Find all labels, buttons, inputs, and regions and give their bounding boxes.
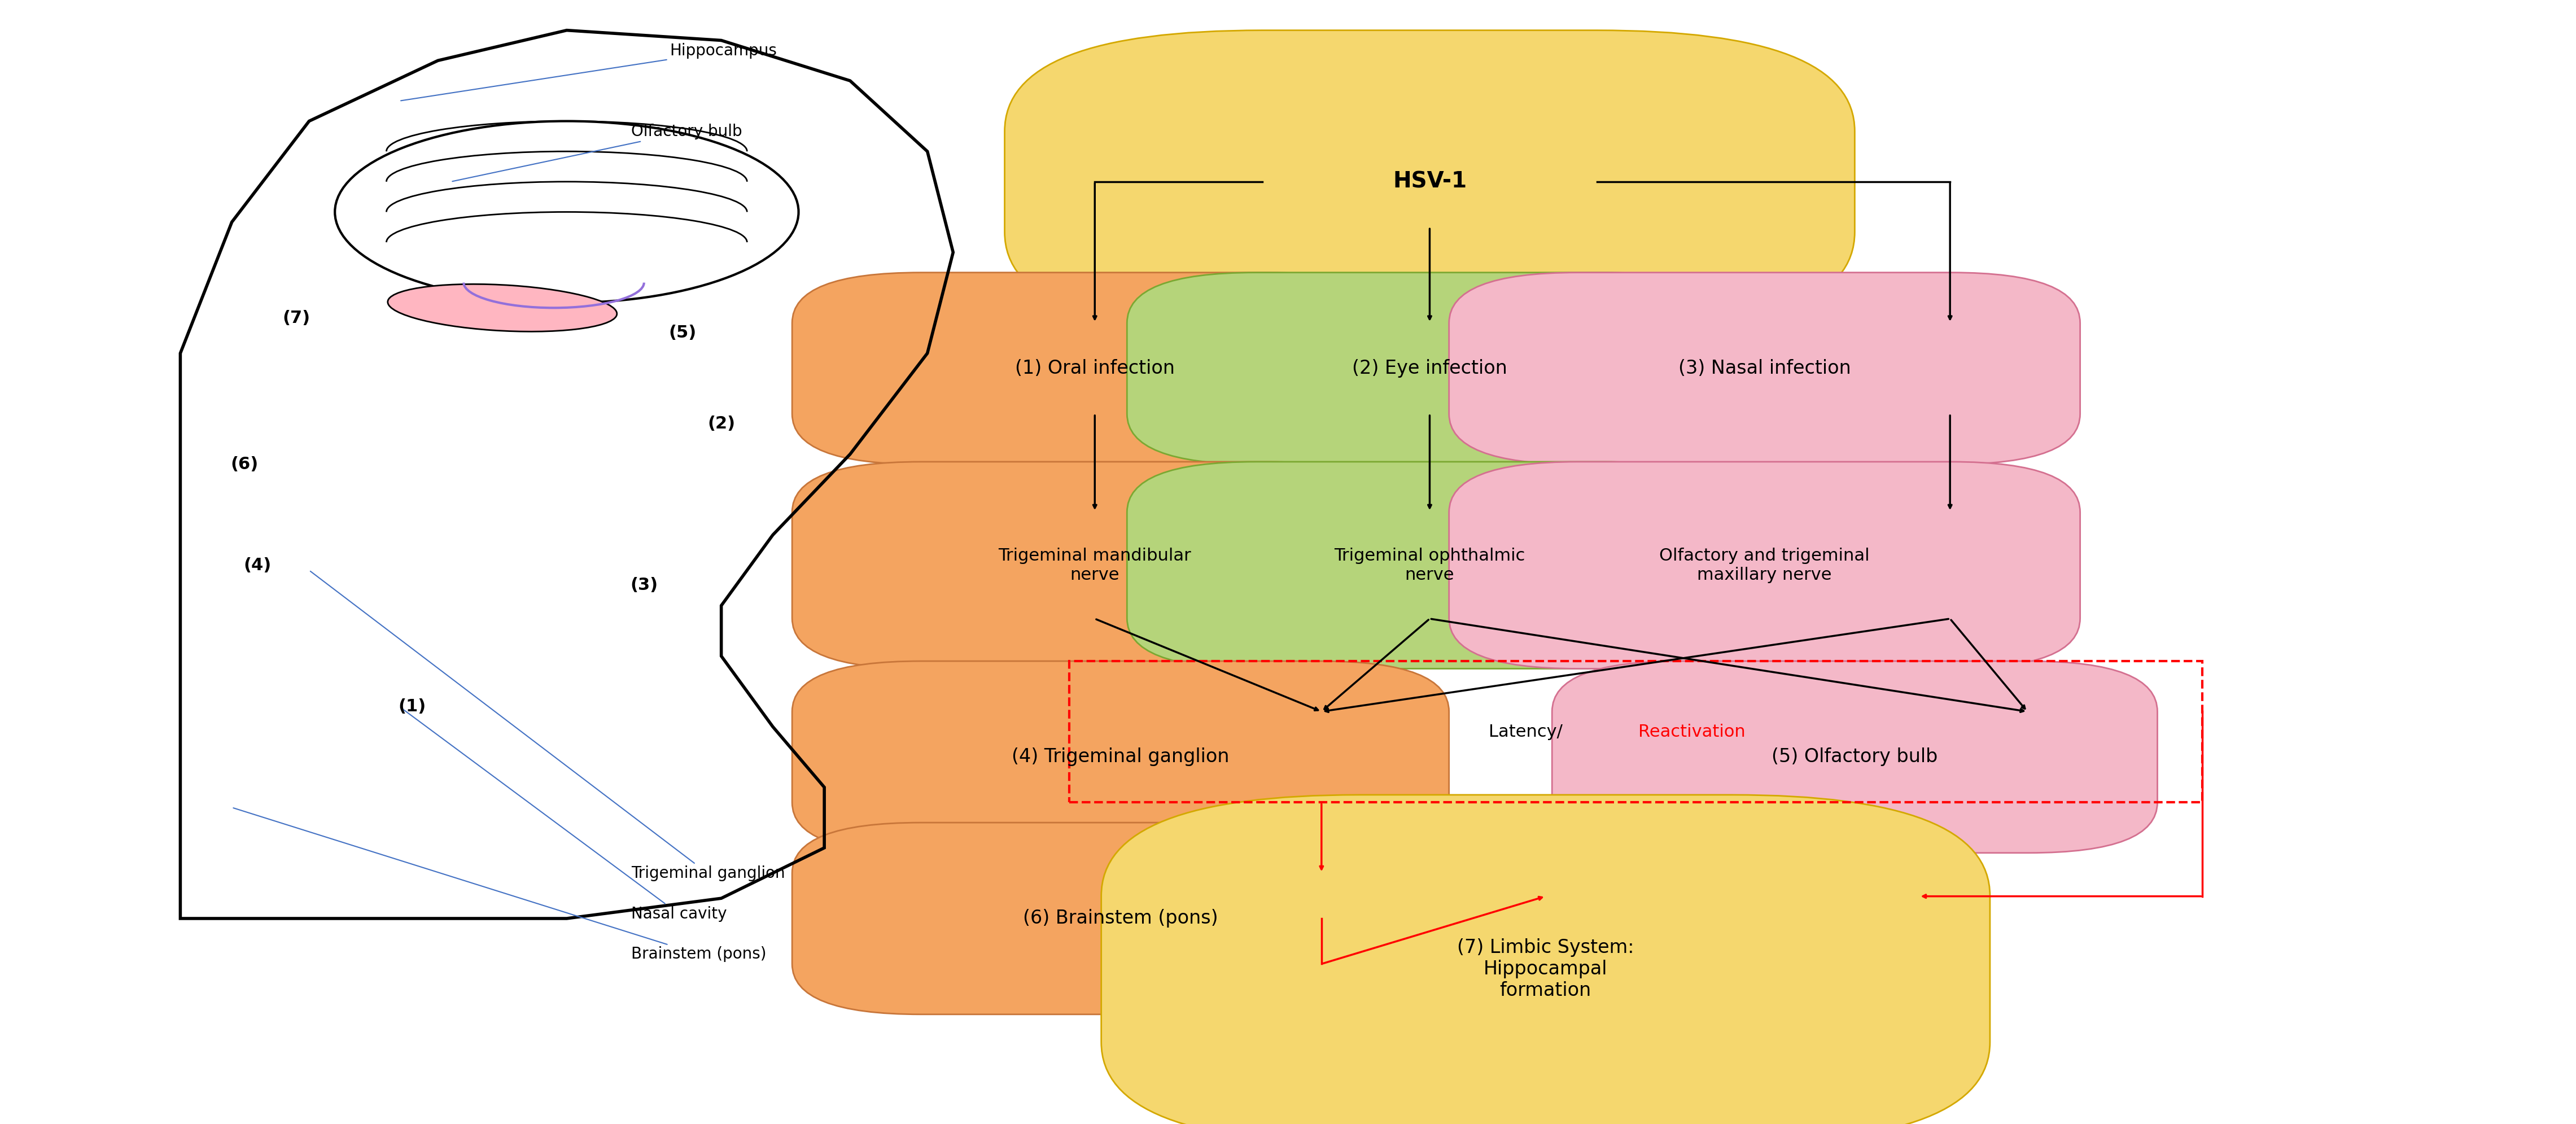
- Text: Hippocampus: Hippocampus: [402, 43, 778, 101]
- Text: Olfactory and trigeminal
maxillary nerve: Olfactory and trigeminal maxillary nerve: [1659, 547, 1870, 583]
- FancyBboxPatch shape: [1128, 272, 1734, 464]
- FancyBboxPatch shape: [793, 823, 1448, 1014]
- Text: Trigeminal ganglion: Trigeminal ganglion: [309, 571, 786, 881]
- Text: (7) Limbic System:
Hippocampal
formation: (7) Limbic System: Hippocampal formation: [1458, 939, 1633, 1000]
- Text: (5): (5): [670, 325, 696, 342]
- Text: Trigeminal ophthalmic
nerve: Trigeminal ophthalmic nerve: [1334, 547, 1525, 583]
- FancyBboxPatch shape: [793, 661, 1448, 853]
- Text: (2): (2): [708, 416, 734, 432]
- Text: Brainstem (pons): Brainstem (pons): [234, 808, 765, 962]
- Text: (6) Brainstem (pons): (6) Brainstem (pons): [1023, 909, 1218, 927]
- FancyBboxPatch shape: [1103, 795, 1991, 1124]
- FancyBboxPatch shape: [793, 272, 1396, 464]
- Text: (6): (6): [232, 456, 258, 472]
- Text: (1): (1): [399, 698, 425, 715]
- FancyBboxPatch shape: [1448, 272, 2081, 464]
- Text: (5) Olfactory bulb: (5) Olfactory bulb: [1772, 747, 1937, 767]
- FancyBboxPatch shape: [793, 462, 1396, 669]
- FancyBboxPatch shape: [1448, 462, 2081, 669]
- FancyBboxPatch shape: [1551, 661, 2159, 853]
- Text: Reactivation: Reactivation: [1638, 724, 1747, 740]
- Text: (1) Oral infection: (1) Oral infection: [1015, 359, 1175, 378]
- FancyBboxPatch shape: [1005, 30, 1855, 333]
- Text: Nasal cavity: Nasal cavity: [399, 707, 726, 922]
- Text: (2) Eye infection: (2) Eye infection: [1352, 359, 1507, 378]
- Text: Olfactory bulb: Olfactory bulb: [453, 124, 742, 181]
- Text: (7): (7): [283, 310, 309, 326]
- Text: (3): (3): [631, 578, 657, 593]
- FancyBboxPatch shape: [1128, 462, 1734, 669]
- Ellipse shape: [389, 284, 616, 332]
- Text: Latency/: Latency/: [1489, 724, 1564, 740]
- Text: (4) Trigeminal ganglion: (4) Trigeminal ganglion: [1012, 747, 1229, 767]
- Text: (3) Nasal infection: (3) Nasal infection: [1677, 359, 1852, 378]
- Text: (4): (4): [245, 558, 270, 573]
- Text: Trigeminal mandibular
nerve: Trigeminal mandibular nerve: [999, 547, 1190, 583]
- Text: HSV-1: HSV-1: [1394, 171, 1466, 192]
